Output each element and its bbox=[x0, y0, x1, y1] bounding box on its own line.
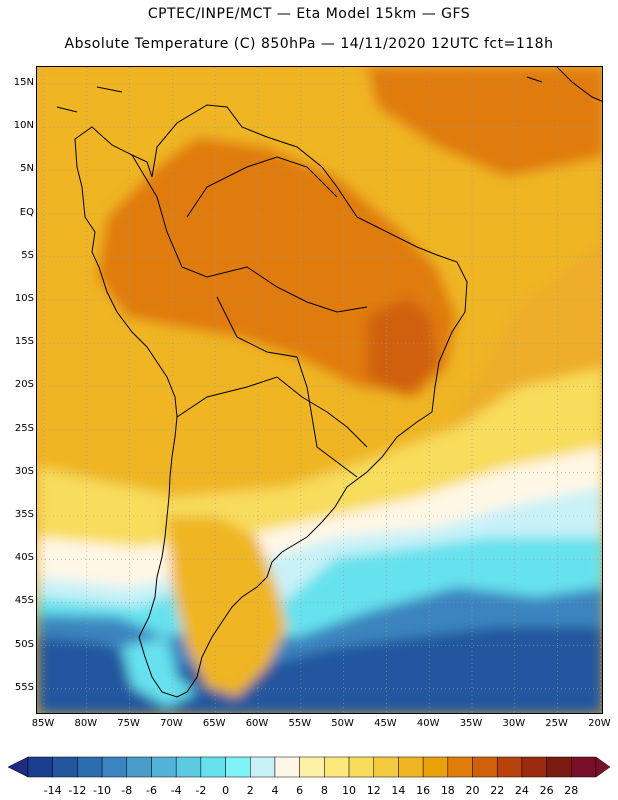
map-title-line2: Absolute Temperature (C) 850hPa — 14/11/… bbox=[64, 36, 554, 52]
temperature-field bbox=[37, 67, 602, 713]
colorbar-swatch bbox=[398, 756, 424, 778]
national-border bbox=[216, 296, 308, 388]
colorbar-swatch bbox=[27, 756, 53, 778]
northeast-ocean-hot bbox=[367, 67, 602, 177]
lat-tick-label: 35S bbox=[14, 509, 34, 520]
colorbar-over-arrow bbox=[595, 756, 611, 778]
lon-tick-label: 25W bbox=[545, 718, 568, 729]
lat-tick-label: 20S bbox=[14, 379, 34, 391]
lat-tick-label: 10S bbox=[14, 293, 34, 304]
colorbar-swatch bbox=[546, 756, 572, 778]
colorbar-under-arrow bbox=[7, 756, 29, 778]
national-border bbox=[186, 156, 338, 218]
lon-tick-label: 35W bbox=[459, 718, 483, 729]
colorbar-swatch bbox=[571, 756, 597, 778]
colorbar-swatch bbox=[521, 756, 547, 778]
colorbar-tick-label: 18 bbox=[440, 784, 455, 797]
colorbar-tick-label: -6 bbox=[145, 784, 157, 797]
colorbar-tick-label: 28 bbox=[564, 784, 579, 797]
colorbar-tick-label: -12 bbox=[68, 784, 87, 797]
colorbar-tick-label: 14 bbox=[391, 784, 406, 797]
lat-tick-label: 5S bbox=[21, 249, 34, 261]
colorbar-tick-label: 0 bbox=[222, 784, 230, 797]
colorbar-swatch bbox=[447, 756, 473, 778]
lon-tick-label: 80W bbox=[74, 718, 98, 729]
lat-lon-grid bbox=[37, 67, 602, 713]
lat-tick-label: 5N bbox=[20, 163, 34, 175]
lat-tick-label: 30S bbox=[14, 465, 34, 477]
lon-tick-label: 30W bbox=[502, 718, 526, 729]
southern-tip-cold bbox=[122, 637, 197, 707]
colorbar-tick-label: 24 bbox=[514, 784, 529, 797]
temperature-map bbox=[36, 66, 603, 714]
colorbar-tick-label: 10 bbox=[342, 784, 357, 797]
colorbar-swatch bbox=[496, 756, 523, 778]
patagonia-warm-tongue bbox=[167, 517, 287, 697]
africa-coast-fragment bbox=[556, 67, 602, 102]
colorbar-tick-label: 20 bbox=[465, 784, 480, 797]
map-title-line1: CPTEC/INPE/MCT — Eta Model 15km — GFS bbox=[147, 6, 471, 22]
colorbar-swatch bbox=[274, 756, 300, 778]
south-america-coast bbox=[74, 104, 468, 698]
hottest-region bbox=[367, 297, 437, 397]
lon-tick-label: 55W bbox=[288, 718, 312, 729]
colorbar-swatch bbox=[200, 756, 226, 778]
national-border bbox=[306, 386, 358, 478]
colorbar-swatch bbox=[348, 756, 374, 778]
colorbar-tick-label: -10 bbox=[93, 784, 112, 797]
lon-tick-label: 40W bbox=[416, 718, 440, 729]
colorbar-tick-label: 16 bbox=[416, 784, 431, 797]
colorbar-swatch bbox=[324, 756, 350, 778]
national-border bbox=[131, 154, 368, 313]
lon-tick-label: 60W bbox=[245, 718, 269, 729]
lon-tick-label: 85W bbox=[31, 718, 55, 729]
colorbar-tick-label: 2 bbox=[246, 784, 254, 797]
colorbar-tick-label: 22 bbox=[490, 784, 505, 797]
colorbar-swatch bbox=[101, 756, 128, 778]
lat-tick-label: 45S bbox=[14, 595, 34, 607]
lat-tick-label: 55S bbox=[14, 681, 34, 693]
colorbar-swatch bbox=[472, 756, 498, 778]
colorbar-tick-label: -4 bbox=[170, 784, 182, 797]
lat-tick-label: 15S bbox=[14, 336, 34, 348]
lon-tick-label: 45W bbox=[374, 718, 397, 729]
colorbar-swatch bbox=[175, 756, 202, 778]
colorbar-swatch bbox=[422, 756, 449, 778]
colorbar-tick-label: 4 bbox=[271, 784, 279, 797]
lat-tick-label: 50S bbox=[14, 638, 34, 650]
coastlines bbox=[56, 67, 602, 698]
colorbar-swatch bbox=[77, 756, 103, 778]
lat-tick-label: EQ bbox=[19, 206, 34, 218]
lon-tick-label: 20W bbox=[588, 718, 611, 729]
colorbar-tick-label: -8 bbox=[121, 784, 133, 797]
lon-tick-label: 50W bbox=[331, 718, 354, 729]
colorbar-swatch bbox=[126, 756, 152, 778]
colorbar-swatch bbox=[52, 756, 78, 778]
colorbar-swatch bbox=[299, 756, 325, 778]
caribbean-islands bbox=[56, 76, 543, 113]
colorbar-tick-label: 6 bbox=[296, 784, 304, 797]
colorbar-tick-label: -14 bbox=[43, 784, 62, 797]
lat-tick-label: 25S bbox=[14, 422, 34, 434]
lon-tick-label: 70W bbox=[160, 718, 183, 729]
colorbar-tick-label: 26 bbox=[539, 784, 554, 797]
colorbar-swatch bbox=[225, 756, 251, 778]
lon-tick-label: 65W bbox=[202, 718, 226, 729]
colorbar-tick-label: 8 bbox=[320, 784, 328, 797]
lat-tick-label: 15N bbox=[13, 77, 34, 88]
colorbar-swatch bbox=[373, 756, 399, 778]
colorbar-swatch bbox=[250, 756, 276, 778]
colorbar-swatch bbox=[151, 756, 177, 778]
lat-tick-label: 10N bbox=[13, 120, 34, 132]
national-border bbox=[176, 376, 368, 448]
lon-tick-label: 75W bbox=[117, 718, 140, 729]
lat-tick-label: 40S bbox=[14, 552, 34, 564]
colorbar bbox=[7, 756, 611, 778]
colorbar-tick-label: -2 bbox=[195, 784, 207, 797]
colorbar-tick-label: 12 bbox=[366, 784, 381, 797]
